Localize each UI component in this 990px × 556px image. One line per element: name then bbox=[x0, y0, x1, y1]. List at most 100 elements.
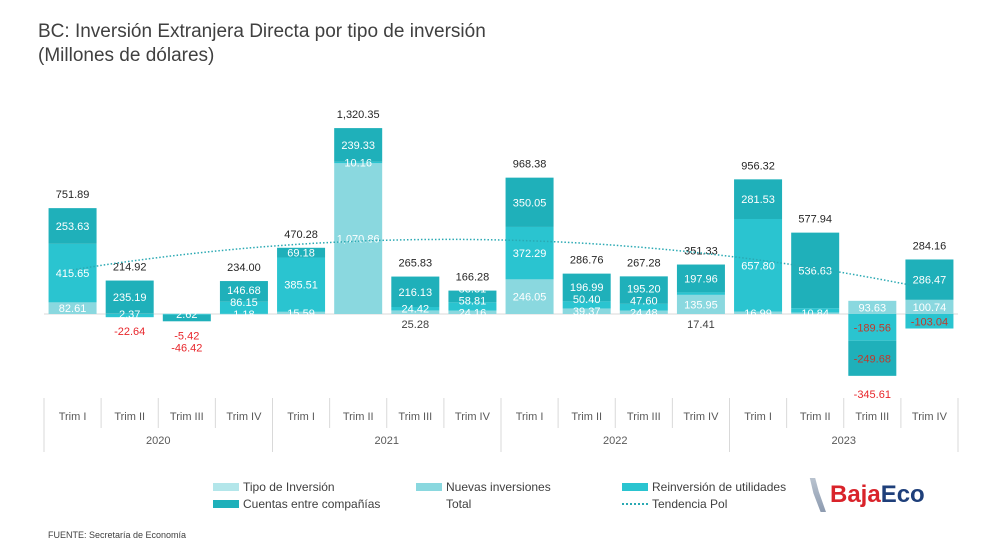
bar-segment bbox=[48, 243, 97, 303]
segment-label: -249.68 bbox=[854, 353, 891, 365]
segment-label: 385.51 bbox=[284, 280, 318, 292]
segment-label: 86.15 bbox=[230, 297, 258, 309]
segment-label: 93.63 bbox=[859, 302, 887, 314]
total-label: 166.28 bbox=[456, 271, 490, 283]
title-line: BC: Inversión Extranjera Directa por tip… bbox=[38, 21, 486, 42]
trendline bbox=[72, 238, 930, 290]
source-note: FUENTE: Secretaría de Economía bbox=[48, 530, 187, 540]
segment-label: 657.80 bbox=[741, 260, 775, 272]
x-tick-label: Trim III bbox=[398, 411, 432, 423]
bar-segment bbox=[48, 208, 97, 244]
x-tick-label: Trim IV bbox=[683, 411, 719, 423]
bar-segment bbox=[448, 302, 497, 311]
segment-label: 235.19 bbox=[113, 292, 147, 304]
bar-segment bbox=[734, 311, 783, 314]
segment-label: -46.42 bbox=[171, 342, 202, 354]
x-tick-label: Trim I bbox=[516, 411, 544, 423]
x-tick-label: Trim II bbox=[343, 411, 374, 423]
legend-item-tendencia: Tendencia Pol bbox=[622, 497, 727, 511]
segment-label: 350.05 bbox=[513, 197, 547, 209]
segment-label: 253.63 bbox=[56, 221, 90, 233]
segment-label: 50.40 bbox=[573, 294, 601, 306]
bar-segment bbox=[48, 302, 97, 314]
bar-segment bbox=[905, 259, 954, 300]
segment-label: 58.81 bbox=[459, 295, 487, 307]
total-label: 470.28 bbox=[284, 229, 318, 241]
bar-segment bbox=[162, 314, 211, 315]
x-tick-label: Trim I bbox=[287, 411, 315, 423]
bar-segment bbox=[391, 310, 440, 314]
segment-label: 82.61 bbox=[59, 303, 87, 315]
total-label: 751.89 bbox=[56, 189, 90, 201]
bar-segment bbox=[905, 299, 954, 314]
total-label: 265.83 bbox=[398, 258, 432, 270]
bar-segment bbox=[505, 226, 554, 280]
bar-segment bbox=[219, 281, 268, 302]
x-tick-label: Trim II bbox=[114, 411, 145, 423]
legend-swatch bbox=[416, 500, 442, 508]
legend-item-cuentas: Cuentas entre compañías bbox=[213, 497, 380, 511]
bar-segment bbox=[105, 280, 154, 314]
x-tick-label: Trim IV bbox=[912, 411, 948, 423]
legend-swatch bbox=[622, 483, 648, 491]
bar-segment bbox=[277, 247, 326, 258]
segment-label: 15.59 bbox=[287, 308, 315, 320]
segment-label: 197.96 bbox=[684, 273, 718, 285]
segment-label: 2.37 bbox=[119, 309, 140, 321]
legend-label: Total bbox=[446, 497, 472, 511]
segment-label: 2.62 bbox=[176, 309, 197, 321]
legend-item-nuevas: Nuevas inversiones bbox=[416, 480, 551, 494]
bajaeco-logo: Baja Eco bbox=[808, 478, 925, 512]
total-label: 956.32 bbox=[741, 160, 775, 172]
bar-segment bbox=[334, 163, 383, 314]
x-tick-label: Trim IV bbox=[455, 411, 491, 423]
segment-label: 195.20 bbox=[627, 283, 661, 295]
logo-text-eco: Eco bbox=[880, 481, 925, 508]
bar-segment bbox=[334, 128, 383, 162]
segment-label: 10.16 bbox=[344, 158, 372, 170]
segment-label: 196.99 bbox=[570, 282, 604, 294]
x-tick-label: Trim I bbox=[744, 411, 772, 423]
legend-item-tipo: Tipo de Inversión bbox=[213, 480, 335, 494]
x-tick-label: Trim II bbox=[800, 411, 831, 423]
bar-segment bbox=[734, 218, 783, 312]
bar-segment bbox=[277, 311, 326, 314]
legend-label: Tipo de Inversión bbox=[243, 480, 335, 494]
bar-segment bbox=[676, 292, 725, 295]
bar-segment bbox=[334, 161, 383, 164]
legend-item-total: Total bbox=[416, 497, 471, 511]
bar-segment bbox=[619, 310, 668, 314]
bar-segment bbox=[448, 290, 497, 303]
bar-segment bbox=[848, 314, 897, 341]
bar-segment bbox=[219, 301, 268, 314]
segment-label: 100.74 bbox=[913, 302, 947, 314]
bar-segment bbox=[791, 308, 840, 313]
bar-segment bbox=[562, 301, 611, 309]
segment-label: 146.68 bbox=[227, 285, 261, 297]
segment-label: 536.63 bbox=[798, 265, 832, 277]
legend-label: Tendencia Pol bbox=[652, 497, 728, 511]
bar-segment bbox=[391, 276, 440, 308]
total-label: -345.61 bbox=[854, 389, 891, 401]
segment-label: 24.16 bbox=[459, 307, 487, 319]
x-tick-label: Trim III bbox=[855, 411, 889, 423]
bar-segment bbox=[905, 314, 954, 329]
legend-swatch bbox=[622, 503, 648, 505]
total-label: 577.94 bbox=[798, 214, 832, 226]
segment-label: -189.56 bbox=[854, 322, 891, 334]
bar-segment bbox=[219, 313, 268, 315]
segment-label: 415.65 bbox=[56, 268, 90, 280]
total-label: 284.16 bbox=[913, 240, 947, 252]
subtitle-line: (Millones de dólares) bbox=[38, 45, 215, 66]
bar-segment bbox=[791, 232, 840, 309]
segment-label: 372.29 bbox=[513, 248, 547, 260]
legend-label: Reinversión de utilidades bbox=[652, 480, 787, 494]
x-tick-label: Trim II bbox=[571, 411, 602, 423]
x-group-label: 2020 bbox=[146, 435, 170, 447]
segment-label: 16.99 bbox=[744, 308, 772, 320]
x-tick-label: Trim III bbox=[170, 411, 204, 423]
total-label: 214.92 bbox=[113, 262, 147, 274]
total-label: 351.33 bbox=[684, 246, 718, 258]
segment-label: 1.18 bbox=[233, 309, 254, 321]
legend-swatch bbox=[213, 483, 239, 491]
